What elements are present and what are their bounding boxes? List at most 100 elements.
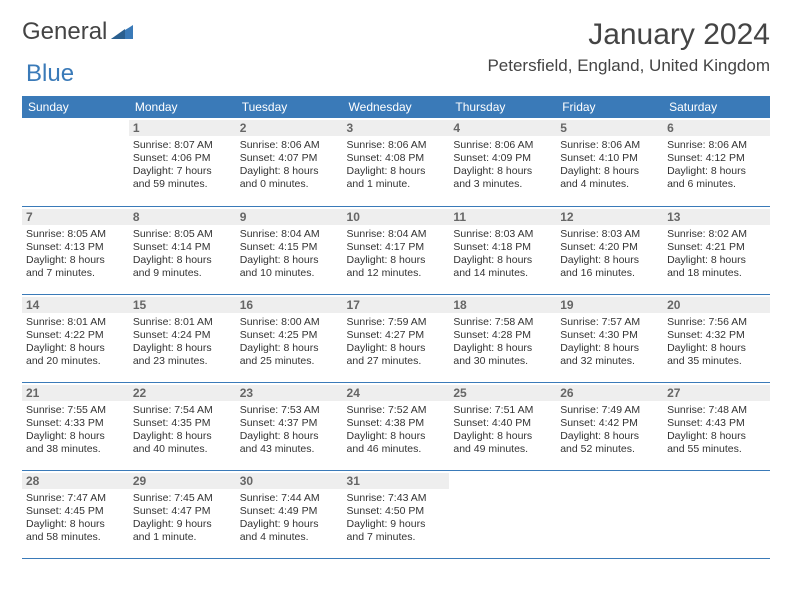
- calendar-day-cell: 3 Sunrise: 8:06 AMSunset: 4:08 PMDaylight…: [343, 118, 450, 206]
- day-number: 31: [343, 473, 450, 489]
- calendar-week-row: 1 Sunrise: 8:07 AMSunset: 4:06 PMDaylight…: [22, 118, 770, 206]
- day-info: Sunrise: 7:59 AMSunset: 4:27 PMDaylight:…: [347, 316, 446, 369]
- day-info: Sunrise: 8:04 AMSunset: 4:17 PMDaylight:…: [347, 228, 446, 281]
- day-number: 19: [556, 297, 663, 313]
- day-info: Sunrise: 7:45 AMSunset: 4:47 PMDaylight:…: [133, 492, 232, 545]
- day-number: 8: [129, 209, 236, 225]
- calendar-day-cell: 23 Sunrise: 7:53 AMSunset: 4:37 PMDayligh…: [236, 382, 343, 470]
- calendar-day-cell: 30 Sunrise: 7:44 AMSunset: 4:49 PMDayligh…: [236, 470, 343, 558]
- day-info: Sunrise: 7:48 AMSunset: 4:43 PMDaylight:…: [667, 404, 766, 457]
- day-info: Sunrise: 8:06 AMSunset: 4:09 PMDaylight:…: [453, 139, 552, 192]
- logo-text-1: General: [22, 18, 107, 46]
- calendar-day-cell: 31 Sunrise: 7:43 AMSunset: 4:50 PMDayligh…: [343, 470, 450, 558]
- day-info: Sunrise: 7:54 AMSunset: 4:35 PMDaylight:…: [133, 404, 232, 457]
- day-number: 29: [129, 473, 236, 489]
- calendar-week-row: 21 Sunrise: 7:55 AMSunset: 4:33 PMDayligh…: [22, 382, 770, 470]
- calendar-day-cell: [663, 470, 770, 558]
- calendar-day-cell: 2 Sunrise: 8:06 AMSunset: 4:07 PMDaylight…: [236, 118, 343, 206]
- calendar-day-cell: 8Sunrise: 8:05 AMSunset: 4:14 PMDaylight…: [129, 206, 236, 294]
- day-number: 28: [22, 473, 129, 489]
- month-title: January 2024: [487, 18, 770, 52]
- day-info: Sunrise: 7:53 AMSunset: 4:37 PMDaylight:…: [240, 404, 339, 457]
- day-number: 16: [236, 297, 343, 313]
- calendar-day-cell: 26 Sunrise: 7:49 AMSunset: 4:42 PMDayligh…: [556, 382, 663, 470]
- day-number: 24: [343, 385, 450, 401]
- calendar-day-cell: 12 Sunrise: 8:03 AMSunset: 4:20 PMDayligh…: [556, 206, 663, 294]
- calendar-day-cell: 7Sunrise: 8:05 AMSunset: 4:13 PMDaylight…: [22, 206, 129, 294]
- day-info: Sunrise: 8:02 AMSunset: 4:21 PMDaylight:…: [667, 228, 766, 281]
- weekday-thu: Thursday: [449, 96, 556, 118]
- day-number: 7: [22, 209, 129, 225]
- weekday-sat: Saturday: [663, 96, 770, 118]
- day-number: 10: [343, 209, 450, 225]
- day-number: 2: [236, 120, 343, 136]
- day-info: Sunrise: 7:58 AMSunset: 4:28 PMDaylight:…: [453, 316, 552, 369]
- day-number: 21: [22, 385, 129, 401]
- day-info: Sunrise: 7:56 AMSunset: 4:32 PMDaylight:…: [667, 316, 766, 369]
- day-info: Sunrise: 7:47 AMSunset: 4:45 PMDaylight:…: [26, 492, 125, 545]
- day-number: 11: [449, 209, 556, 225]
- day-number: 13: [663, 209, 770, 225]
- calendar-day-cell: 14Sunrise: 8:01 AMSunset: 4:22 PMDayligh…: [22, 294, 129, 382]
- location: Petersfield, England, United Kingdom: [487, 56, 770, 76]
- calendar-day-cell: 13 Sunrise: 8:02 AMSunset: 4:21 PMDayligh…: [663, 206, 770, 294]
- logo: General: [22, 18, 137, 46]
- calendar-day-cell: 21 Sunrise: 7:55 AMSunset: 4:33 PMDayligh…: [22, 382, 129, 470]
- calendar-day-cell: [22, 118, 129, 206]
- calendar-day-cell: 28 Sunrise: 7:47 AMSunset: 4:45 PMDayligh…: [22, 470, 129, 558]
- day-number: 22: [129, 385, 236, 401]
- day-number: 3: [343, 120, 450, 136]
- day-info: Sunrise: 8:06 AMSunset: 4:10 PMDaylight:…: [560, 139, 659, 192]
- day-number: 14: [22, 297, 129, 313]
- calendar-day-cell: 18 Sunrise: 7:58 AMSunset: 4:28 PMDayligh…: [449, 294, 556, 382]
- day-number: 27: [663, 385, 770, 401]
- day-info: Sunrise: 8:06 AMSunset: 4:12 PMDaylight:…: [667, 139, 766, 192]
- day-number: 25: [449, 385, 556, 401]
- calendar-day-cell: 6 Sunrise: 8:06 AMSunset: 4:12 PMDaylight…: [663, 118, 770, 206]
- calendar-day-cell: 27 Sunrise: 7:48 AMSunset: 4:43 PMDayligh…: [663, 382, 770, 470]
- day-info: Sunrise: 8:04 AMSunset: 4:15 PMDaylight:…: [240, 228, 339, 281]
- weekday-fri: Friday: [556, 96, 663, 118]
- day-number: 5: [556, 120, 663, 136]
- day-info: Sunrise: 7:43 AMSunset: 4:50 PMDaylight:…: [347, 492, 446, 545]
- day-number: 20: [663, 297, 770, 313]
- logo-text-2: Blue: [26, 60, 74, 88]
- day-number: 1: [129, 120, 236, 136]
- day-info: Sunrise: 7:57 AMSunset: 4:30 PMDaylight:…: [560, 316, 659, 369]
- calendar-day-cell: 22 Sunrise: 7:54 AMSunset: 4:35 PMDayligh…: [129, 382, 236, 470]
- day-info: Sunrise: 7:55 AMSunset: 4:33 PMDaylight:…: [26, 404, 125, 457]
- day-info: Sunrise: 8:06 AMSunset: 4:07 PMDaylight:…: [240, 139, 339, 192]
- day-number: 6: [663, 120, 770, 136]
- day-number: 9: [236, 209, 343, 225]
- day-info: Sunrise: 7:49 AMSunset: 4:42 PMDaylight:…: [560, 404, 659, 457]
- calendar-week-row: 14Sunrise: 8:01 AMSunset: 4:22 PMDayligh…: [22, 294, 770, 382]
- day-info: Sunrise: 8:03 AMSunset: 4:20 PMDaylight:…: [560, 228, 659, 281]
- calendar-day-cell: 9 Sunrise: 8:04 AMSunset: 4:15 PMDaylight…: [236, 206, 343, 294]
- calendar-day-cell: 15 Sunrise: 8:01 AMSunset: 4:24 PMDayligh…: [129, 294, 236, 382]
- day-info: Sunrise: 7:44 AMSunset: 4:49 PMDaylight:…: [240, 492, 339, 545]
- day-number: 30: [236, 473, 343, 489]
- logo-triangle-icon: [111, 18, 133, 46]
- calendar-day-cell: 17 Sunrise: 7:59 AMSunset: 4:27 PMDayligh…: [343, 294, 450, 382]
- day-number: 23: [236, 385, 343, 401]
- calendar-day-cell: 20 Sunrise: 7:56 AMSunset: 4:32 PMDayligh…: [663, 294, 770, 382]
- weekday-header-row: Sunday Monday Tuesday Wednesday Thursday…: [22, 96, 770, 118]
- day-number: 15: [129, 297, 236, 313]
- day-info: Sunrise: 7:51 AMSunset: 4:40 PMDaylight:…: [453, 404, 552, 457]
- day-number: 17: [343, 297, 450, 313]
- title-block: January 2024 Petersfield, England, Unite…: [487, 18, 770, 76]
- calendar-day-cell: [556, 470, 663, 558]
- day-number: 18: [449, 297, 556, 313]
- day-number: 26: [556, 385, 663, 401]
- day-info: Sunrise: 8:00 AMSunset: 4:25 PMDaylight:…: [240, 316, 339, 369]
- calendar-day-cell: 29 Sunrise: 7:45 AMSunset: 4:47 PMDayligh…: [129, 470, 236, 558]
- day-number: 12: [556, 209, 663, 225]
- day-info: Sunrise: 8:01 AMSunset: 4:24 PMDaylight:…: [133, 316, 232, 369]
- calendar-body: 1 Sunrise: 8:07 AMSunset: 4:06 PMDaylight…: [22, 118, 770, 558]
- day-number: 4: [449, 120, 556, 136]
- day-info: Sunrise: 8:07 AMSunset: 4:06 PMDaylight:…: [133, 139, 232, 192]
- day-info: Sunrise: 8:06 AMSunset: 4:08 PMDaylight:…: [347, 139, 446, 192]
- weekday-wed: Wednesday: [343, 96, 450, 118]
- calendar-week-row: 7Sunrise: 8:05 AMSunset: 4:13 PMDaylight…: [22, 206, 770, 294]
- calendar-day-cell: 25 Sunrise: 7:51 AMSunset: 4:40 PMDayligh…: [449, 382, 556, 470]
